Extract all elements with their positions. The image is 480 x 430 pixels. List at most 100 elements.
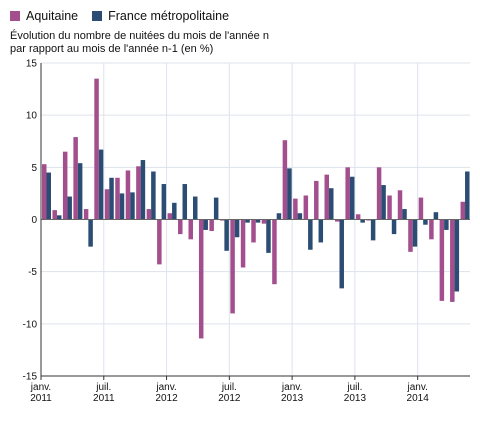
bar-france-2013-10 bbox=[391, 219, 397, 235]
x-tick-label-line: 2014 bbox=[407, 393, 430, 404]
bar-aquitaine-2012-03 bbox=[188, 219, 193, 240]
bar-france-2011-03 bbox=[67, 196, 72, 220]
legend-item-aquitaine: Aquitaine bbox=[10, 9, 78, 23]
x-tick-label-line: janv. bbox=[155, 382, 176, 393]
x-tick-label-line: juil. bbox=[346, 382, 362, 393]
bar-france-2011-06 bbox=[98, 149, 104, 220]
x-tick-label-line: 2013 bbox=[281, 393, 304, 404]
bar-france-2013-09 bbox=[381, 185, 386, 220]
bar-france-2011-01 bbox=[46, 172, 51, 220]
bar-france-2011-12 bbox=[161, 184, 167, 220]
x-tick-label-line: 2013 bbox=[344, 393, 367, 404]
bar-aquitaine-2012-11 bbox=[272, 219, 277, 285]
legend-item-france: France métropolitaine bbox=[92, 9, 229, 23]
bar-france-2012-08 bbox=[245, 219, 250, 223]
bar-france-2012-04 bbox=[203, 219, 208, 230]
bar-aquitaine-2014-03 bbox=[439, 219, 445, 301]
bar-aquitaine-2012-06 bbox=[219, 219, 225, 221]
x-tick-label-line: janv. bbox=[281, 382, 302, 393]
bar-aquitaine-2013-11 bbox=[397, 190, 403, 220]
bar-france-2012-05 bbox=[213, 197, 219, 220]
bar-aquitaine-2013-06 bbox=[345, 167, 350, 220]
bar-aquitaine-2012-04 bbox=[198, 219, 204, 339]
x-tick-label-line: 2012 bbox=[218, 393, 241, 404]
bar-france-2012-09 bbox=[255, 219, 261, 223]
bar-aquitaine-2012-08 bbox=[240, 219, 246, 268]
legend-label-aquitaine: Aquitaine bbox=[26, 9, 79, 23]
bar-france-2012-11 bbox=[276, 213, 282, 220]
bar-aquitaine-2014-02 bbox=[429, 219, 434, 240]
bar-aquitaine-2012-02 bbox=[178, 219, 183, 235]
bar-france-2011-07 bbox=[109, 177, 114, 220]
bar-aquitaine-2011-08 bbox=[115, 177, 120, 220]
bar-france-2013-08 bbox=[370, 219, 376, 241]
bar-aquitaine-2013-08 bbox=[366, 219, 371, 221]
bar-france-2011-08 bbox=[119, 193, 125, 220]
bar-aquitaine-2013-03 bbox=[314, 180, 319, 220]
y-tick-label: -10 bbox=[23, 319, 38, 330]
bar-aquitaine-2011-01 bbox=[42, 164, 47, 220]
bar-france-2013-04 bbox=[329, 188, 334, 220]
x-tick-label-line: juil. bbox=[221, 382, 237, 393]
x-tick-label-line: 2011 bbox=[93, 393, 115, 404]
bar-france-2012-10 bbox=[266, 219, 271, 253]
bar-france-2012-03 bbox=[192, 196, 198, 220]
bar-france-2014-05 bbox=[465, 171, 470, 220]
bar-france-2012-07 bbox=[234, 219, 240, 238]
subtitle-line-2: par rapport au mois de l'année n-1 (en %… bbox=[10, 43, 214, 55]
bar-france-2013-06 bbox=[349, 176, 355, 220]
bar-aquitaine-2011-11 bbox=[146, 209, 152, 220]
bar-aquitaine-2011-07 bbox=[104, 189, 110, 220]
bar-aquitaine-2014-04 bbox=[450, 219, 455, 302]
bar-france-2012-02 bbox=[182, 184, 188, 220]
bar-aquitaine-2011-09 bbox=[125, 170, 131, 220]
bar-france-2011-09 bbox=[130, 192, 135, 220]
y-tick-label: -5 bbox=[28, 267, 37, 278]
bar-aquitaine-2011-04 bbox=[73, 137, 78, 220]
bar-aquitaine-2013-12 bbox=[408, 219, 413, 252]
bar-aquitaine-2011-12 bbox=[157, 219, 162, 265]
bar-france-2012-01 bbox=[172, 202, 177, 220]
x-tick-label: juil. 2013 bbox=[344, 382, 367, 404]
x-tick-label-line: janv. bbox=[30, 382, 51, 393]
bar-france-2013-01 bbox=[297, 213, 303, 220]
bar-aquitaine-2012-01 bbox=[167, 213, 173, 220]
bar-aquitaine-2012-07 bbox=[230, 219, 235, 314]
bar-france-2011-10 bbox=[140, 160, 146, 220]
x-tick-label-line: janv. bbox=[406, 382, 427, 393]
x-tick-label: janv. 2014 bbox=[406, 382, 429, 404]
legend-label-france: France métropolitaine bbox=[108, 9, 230, 23]
bar-france-2011-02 bbox=[56, 215, 62, 220]
legend-swatch-aquitaine bbox=[10, 11, 20, 21]
bar-aquitaine-2012-09 bbox=[251, 219, 256, 243]
bar-france-2011-04 bbox=[77, 163, 83, 220]
y-tick-label: 5 bbox=[31, 163, 37, 174]
bar-aquitaine-2013-04 bbox=[324, 174, 330, 220]
bar-aquitaine-2014-01 bbox=[418, 197, 424, 220]
bar-aquitaine-2013-09 bbox=[376, 167, 382, 220]
legend: Aquitaine France métropolitaine bbox=[10, 9, 243, 23]
x-tick-label-line: 2012 bbox=[155, 393, 178, 404]
x-tick-label-line: juil. bbox=[95, 382, 111, 393]
bar-aquitaine-2013-10 bbox=[387, 195, 392, 220]
bar-france-2014-03 bbox=[444, 219, 449, 230]
bar-aquitaine-2014-05 bbox=[460, 201, 466, 220]
y-tick-label: 15 bbox=[26, 59, 38, 70]
x-tick-label: janv. 2012 bbox=[155, 382, 178, 404]
bar-aquitaine-2011-06 bbox=[94, 78, 99, 220]
bar-france-2014-01 bbox=[423, 219, 428, 225]
x-tick-label: janv. 2013 bbox=[281, 382, 304, 404]
bar-france-2011-11 bbox=[151, 171, 156, 220]
bar-aquitaine-2012-05 bbox=[209, 219, 214, 231]
y-tick-label: 10 bbox=[26, 111, 38, 122]
bar-france-2014-04 bbox=[454, 219, 460, 292]
bar-aquitaine-2011-02 bbox=[52, 210, 57, 220]
bar-aquitaine-2013-07 bbox=[355, 214, 361, 220]
bar-aquitaine-2012-10 bbox=[261, 219, 267, 224]
bar-france-2013-12 bbox=[412, 219, 418, 247]
legend-swatch-france bbox=[92, 11, 103, 21]
bar-france-2012-06 bbox=[224, 219, 229, 251]
bar-aquitaine-2012-12 bbox=[282, 140, 288, 220]
